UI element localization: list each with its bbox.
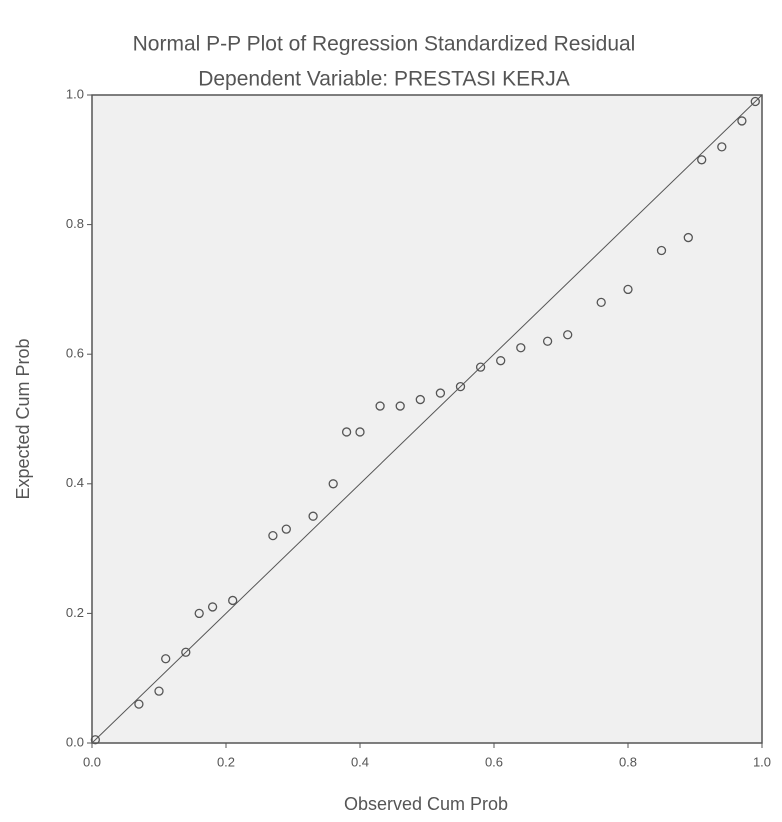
chart-title: Normal P-P Plot of Regression Standardiz… — [133, 33, 636, 56]
x-tick-label: 0.0 — [83, 754, 101, 769]
y-axis-label: Expected Cum Prob — [13, 338, 33, 499]
y-tick-label: 0.8 — [66, 216, 84, 231]
y-tick-label: 0.0 — [66, 734, 84, 749]
x-tick-label: 0.4 — [351, 754, 369, 769]
x-axis-label: Observed Cum Prob — [344, 794, 508, 814]
chart-subtitle: Dependent Variable: PRESTASI KERJA — [198, 68, 570, 91]
y-tick-label: 0.6 — [66, 346, 84, 361]
x-tick-label: 0.8 — [619, 754, 637, 769]
x-tick-label: 0.2 — [217, 754, 235, 769]
y-tick-label: 1.0 — [66, 86, 84, 101]
x-tick-label: 0.6 — [485, 754, 503, 769]
y-tick-label: 0.2 — [66, 605, 84, 620]
y-tick-label: 0.4 — [66, 475, 84, 490]
x-tick-label: 1.0 — [753, 754, 771, 769]
chart: Normal P-P Plot of Regression Standardiz… — [0, 0, 782, 822]
